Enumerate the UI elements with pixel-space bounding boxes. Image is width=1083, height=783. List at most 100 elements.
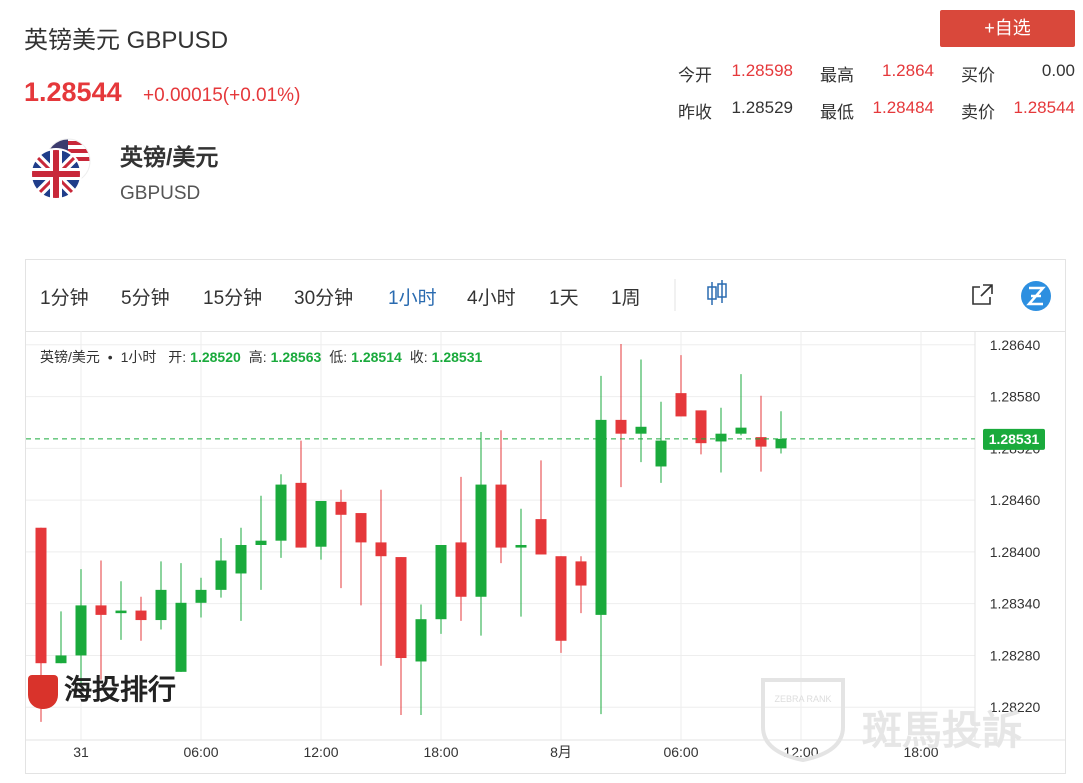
y-tick-label: 1.28220 [990, 699, 1041, 715]
candle-body [75, 605, 87, 656]
candle-body [435, 544, 447, 620]
candle-body [595, 419, 607, 615]
candle-body [655, 440, 667, 467]
watermark-left: 海投排行 [28, 668, 176, 709]
x-tick-label: 18:00 [903, 744, 938, 760]
x-tick-label: 31 [73, 744, 89, 760]
stat-label: 最低 [820, 103, 854, 122]
candle-body [395, 557, 407, 659]
chart-legend: 英镑/美元 • 1小时 开: 1.28520 高: 1.28563 低: 1.28514 收… [40, 347, 490, 367]
toolbar-divider [26, 331, 1065, 332]
logo-icon[interactable] [1021, 281, 1051, 311]
candle-body [775, 438, 787, 449]
legend-field-value: 1.28520 [190, 349, 241, 365]
watermark-badge-text: ZEBRA RANK [774, 694, 831, 704]
interval-tab[interactable]: 1分钟 [40, 288, 89, 309]
interval-tab[interactable]: 1小时 [388, 288, 437, 309]
y-tick-label: 1.28460 [990, 492, 1041, 508]
candle-body [575, 561, 587, 586]
chart-style-icon[interactable] [707, 280, 727, 305]
candle-body [555, 556, 567, 641]
stat-value: 1.28529 [731, 98, 793, 117]
candle-body [255, 540, 267, 545]
candle-body [715, 433, 727, 442]
candle-body [735, 427, 747, 434]
instrument-name: 英镑/美元 [120, 144, 219, 170]
candle-body [675, 393, 687, 417]
y-tick-label: 1.28280 [990, 647, 1041, 663]
stat-value: 1.28598 [731, 61, 793, 80]
stat-value: 0.00 [1041, 61, 1075, 80]
interval-tab[interactable]: 4小时 [467, 288, 516, 309]
legend-separator: • [107, 349, 113, 365]
chart-panel [25, 259, 1066, 774]
candle-body [175, 602, 187, 672]
candle-body [315, 500, 327, 547]
candle-body [635, 426, 647, 434]
candle-body [535, 519, 547, 555]
candle-body [35, 527, 47, 664]
candle-body [335, 501, 347, 515]
candle-body [355, 513, 367, 543]
candle-body [155, 589, 167, 621]
candle-body [515, 544, 527, 548]
last-price-label: 1.28531 [989, 431, 1040, 447]
legend-interval: 1小时 [120, 349, 157, 365]
x-tick-label: 18:00 [423, 744, 458, 760]
watermark-left-text: 海投排行 [64, 674, 177, 705]
x-tick-label: 06:00 [663, 744, 698, 760]
candle-body [415, 619, 427, 662]
stat-value: 1.2864 [882, 61, 934, 80]
flag-icon [30, 138, 91, 200]
candle-body [235, 544, 247, 574]
legend-field-label: 高: [248, 349, 267, 365]
watchlist-button[interactable]: +自选 [940, 10, 1075, 47]
candle-body [475, 484, 487, 597]
legend-field-label: 开: [168, 349, 187, 365]
last-price-badge [983, 428, 1045, 450]
interval-tab[interactable]: 1天 [549, 288, 579, 309]
toolbar-icons [674, 279, 1051, 311]
legend-field-value: 1.28531 [431, 349, 483, 365]
candle-body [135, 610, 147, 621]
y-tick-label: 1.28580 [990, 389, 1041, 405]
legend-field-label: 低: [329, 349, 348, 365]
candle-body [495, 484, 507, 548]
interval-tab[interactable]: 5分钟 [121, 288, 170, 309]
stat-value: 1.28484 [872, 98, 934, 117]
x-tick-label: 06:00 [183, 744, 218, 760]
candle-body [95, 605, 107, 615]
legend-field-value: 1.28563 [270, 349, 322, 365]
y-tick-label: 1.28340 [990, 596, 1041, 612]
candle-body [195, 589, 207, 603]
interval-tab[interactable]: 15分钟 [203, 288, 263, 309]
candle-body [115, 610, 127, 614]
popout-icon[interactable] [972, 284, 993, 305]
y-tick-label: 1.28400 [990, 544, 1041, 560]
watermark-badge: ZEBRA RANK [761, 678, 845, 762]
interval-tab[interactable]: 30分钟 [294, 288, 354, 309]
instrument-code: GBPUSD [120, 183, 201, 204]
candle-body [275, 484, 287, 541]
stat-label: 昨收 [678, 103, 712, 122]
interval-tab[interactable]: 1周 [611, 288, 641, 309]
candle-body [375, 542, 387, 557]
legend-symbol: 英镑/美元 [40, 349, 100, 365]
candle-body [55, 655, 67, 664]
candle-body [615, 419, 627, 434]
last-price: 1.28544 [24, 77, 122, 107]
stat-label: 卖价 [961, 103, 995, 122]
legend-field-value: 1.28514 [351, 349, 402, 365]
watermark-right: 斑馬投訴 [862, 709, 1022, 753]
stat-label: 买价 [961, 66, 995, 85]
candle-body [755, 437, 767, 447]
candle-body [455, 542, 467, 597]
x-tick-label: 12:00 [303, 744, 338, 760]
price-change: +0.00015(+0.01%) [143, 85, 301, 106]
watermark-left-icon [28, 674, 58, 709]
page-title: 英镑美元 GBPUSD [24, 27, 229, 54]
legend-field-label: 收: [409, 349, 428, 365]
candle-body [695, 410, 707, 444]
